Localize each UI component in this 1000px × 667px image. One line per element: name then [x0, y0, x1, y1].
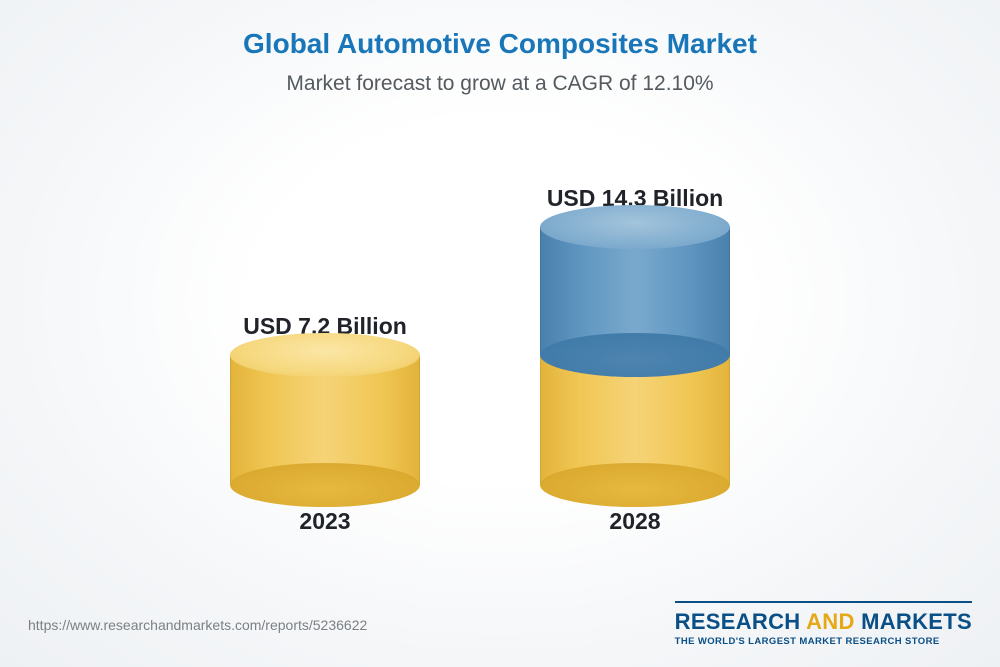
cylinder-segment-blue [540, 227, 730, 355]
infographic-container: Global Automotive Composites Market Mark… [0, 0, 1000, 667]
logo-word-research: RESEARCH [675, 609, 801, 634]
chart-title: Global Automotive Composites Market [0, 0, 1000, 60]
logo-tagline: THE WORLD'S LARGEST MARKET RESEARCH STOR… [675, 636, 972, 647]
chart-subtitle: Market forecast to grow at a CAGR of 12.… [0, 60, 1000, 96]
chart-area: USD 7.2 Billion 2023 USD 14.3 Billion [0, 130, 1000, 530]
cylinder-segment-yellow [230, 355, 420, 485]
logo-word-markets: MARKETS [861, 609, 972, 634]
logo-word-and: AND [806, 609, 855, 634]
year-label-2023: 2023 [230, 508, 420, 535]
logo-text: RESEARCH AND MARKETS [675, 609, 972, 635]
year-label-2028: 2028 [540, 508, 730, 535]
source-url: https://www.researchandmarkets.com/repor… [28, 617, 367, 633]
brand-logo: RESEARCH AND MARKETS THE WORLD'S LARGEST… [675, 601, 972, 647]
